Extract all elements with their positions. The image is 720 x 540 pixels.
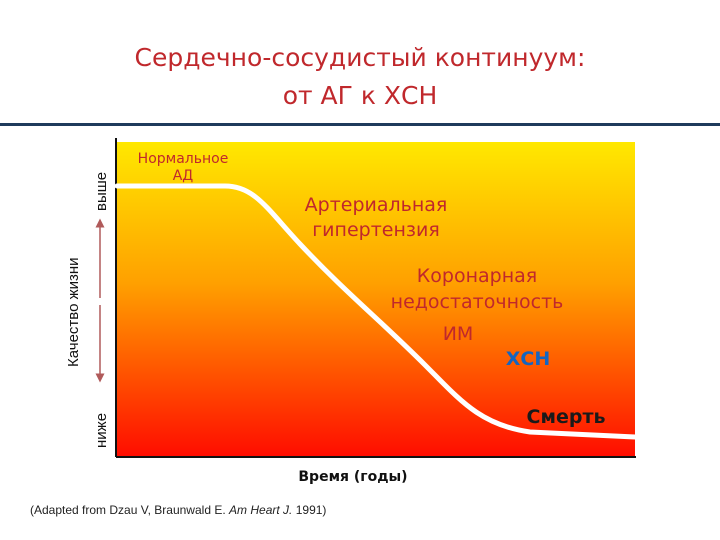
- y-axis-top-label: выше: [93, 172, 110, 211]
- citation-journal: Am Heart J.: [229, 503, 293, 517]
- title-divider: [0, 123, 720, 126]
- stage-hypertension-line-2: гипертензия: [312, 219, 440, 241]
- citation-prefix: (Adapted from Dzau V, Braunwald E.: [30, 503, 226, 517]
- y-axis-label: Качество жизни: [65, 257, 82, 367]
- stage-normal-bp-line-2: АД: [173, 168, 194, 184]
- y-axis-bottom-label: ниже: [93, 413, 110, 448]
- stage-normal-bp-line-1: Нормальное: [138, 151, 229, 167]
- slide-title-line-2: от АГ к ХСН: [282, 81, 438, 110]
- x-axis-label: Время (годы): [298, 469, 407, 485]
- citation: (Adapted from Dzau V, Braunwald E. Am He…: [30, 503, 326, 517]
- stage-mi: ИМ: [443, 323, 474, 345]
- stage-hypertension-line-1: Артериальная: [305, 194, 448, 216]
- stage-chf: ХСН: [506, 348, 551, 370]
- citation-year: 1991): [295, 503, 327, 517]
- slide-title-line-1: Сердечно-сосудистый континуум:: [134, 43, 586, 72]
- stage-coronary-line-2: недостаточность: [391, 291, 564, 313]
- continuum-curve: [114, 183, 638, 440]
- stage-death: Смерть: [527, 406, 606, 428]
- stage-coronary-line-1: Коронарная: [417, 265, 537, 287]
- quality-gradient-area: [117, 142, 635, 456]
